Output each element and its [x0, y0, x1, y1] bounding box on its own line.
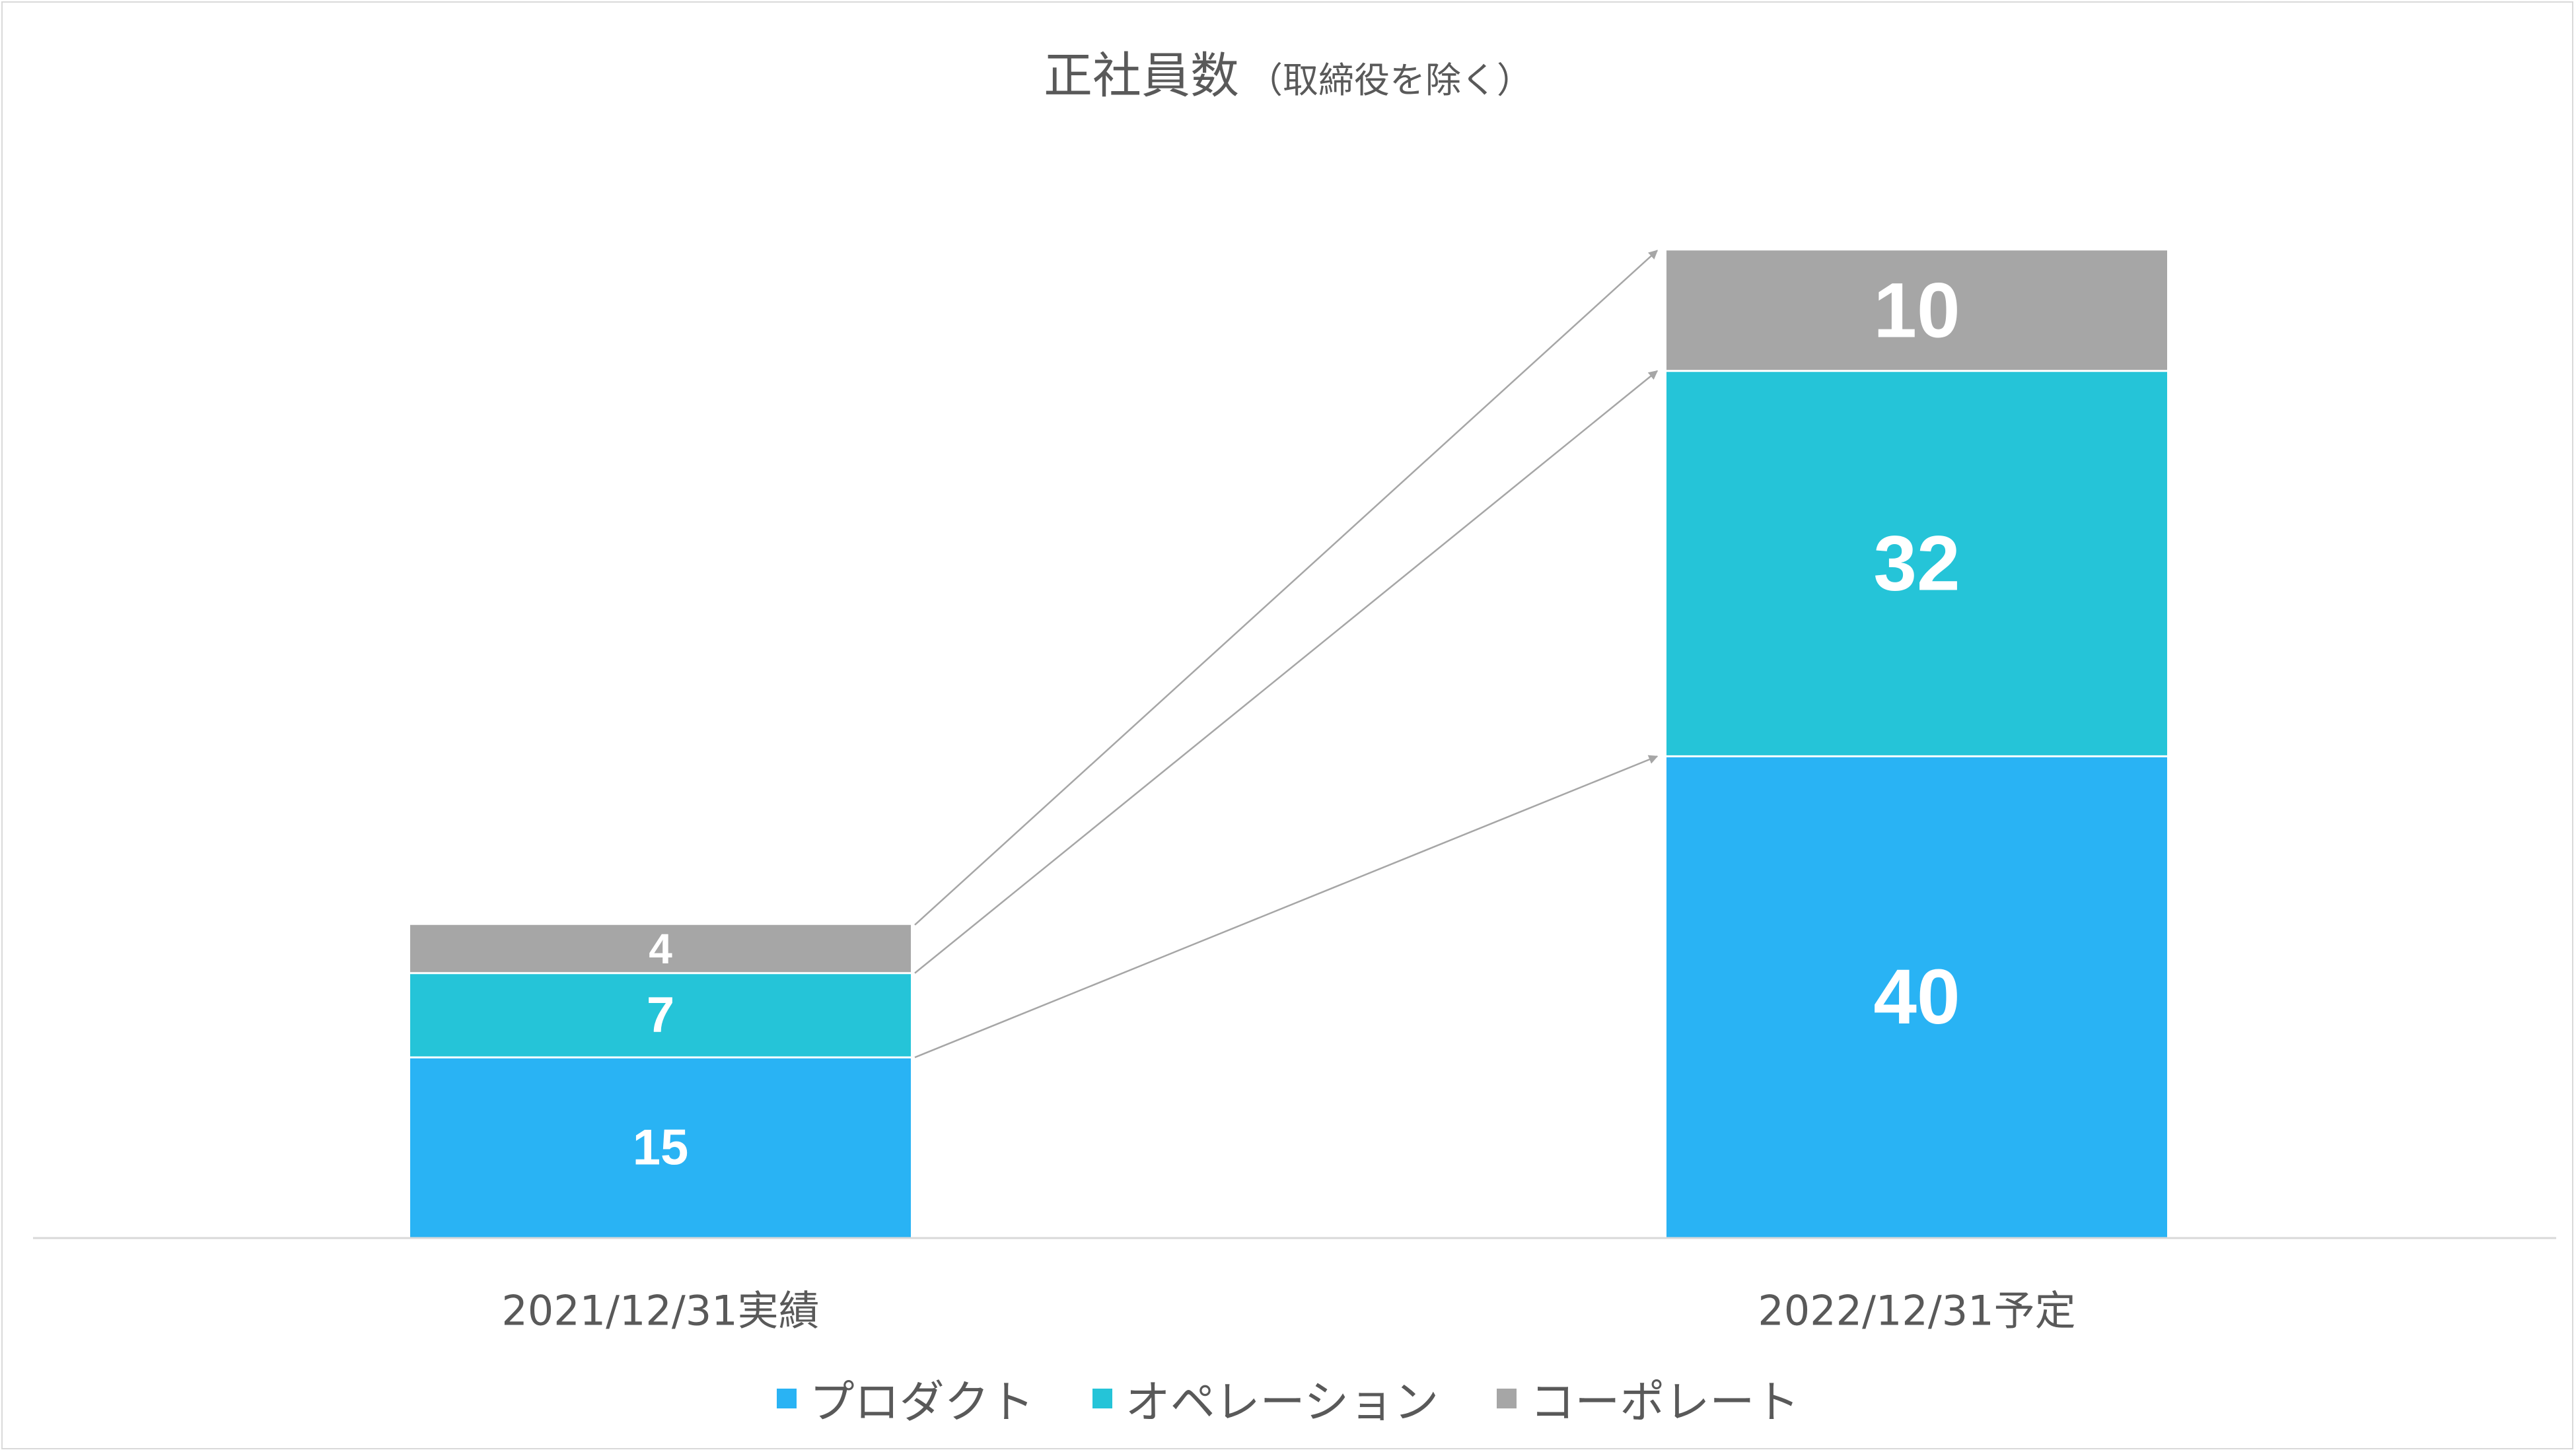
legend-item: オペレーション [1092, 1366, 1439, 1431]
legend: プロダクト オペレーション コーポレート [0, 1366, 2576, 1431]
data-label: 15 [633, 1120, 689, 1176]
legend-item: コーポレート [1497, 1366, 1799, 1431]
bars-group [410, 250, 2167, 1238]
bar-segment-2-3 [1666, 250, 2167, 371]
data-label: 7 [647, 987, 674, 1043]
legend-label: プロダクト [809, 1377, 1034, 1429]
bar-segment-1-3 [410, 924, 911, 973]
arrows-group [914, 250, 1659, 1058]
connector-arrow [914, 370, 1659, 974]
data-label: 4 [649, 925, 672, 973]
connector-arrow [914, 755, 1659, 1058]
chart-title-sub: （取締役を除く） [1247, 59, 1532, 101]
chart-title: 正社員数 （取締役を除く） [0, 36, 2576, 107]
data-label: 32 [1873, 520, 1960, 607]
data-label: 40 [1873, 953, 1960, 1041]
bar-segment-1-1 [410, 1057, 911, 1238]
legend-label: オペレーション [1125, 1377, 1439, 1429]
legend-swatch [1497, 1388, 1517, 1408]
bar-segment-2-1 [1666, 756, 2167, 1238]
legend-label: コーポレート [1530, 1377, 1800, 1429]
legend-swatch [776, 1388, 797, 1408]
chart-title-main: 正社員数 [1044, 48, 1239, 104]
data-label: 10 [1873, 267, 1960, 355]
legend-item: プロダクト [776, 1366, 1034, 1431]
legend-swatch [1092, 1388, 1112, 1408]
bar-segment-1-2 [410, 973, 911, 1058]
category-label: 2022/12/31予定 [1758, 1287, 2075, 1335]
bar-segment-2-2 [1666, 370, 2167, 757]
category-label: 2021/12/31実績 [501, 1287, 819, 1335]
connector-arrow [914, 250, 1659, 926]
labels-group: 15 7 4 2021/12/31実績 40 32 10 2022/12/31予定 [501, 267, 2075, 1335]
